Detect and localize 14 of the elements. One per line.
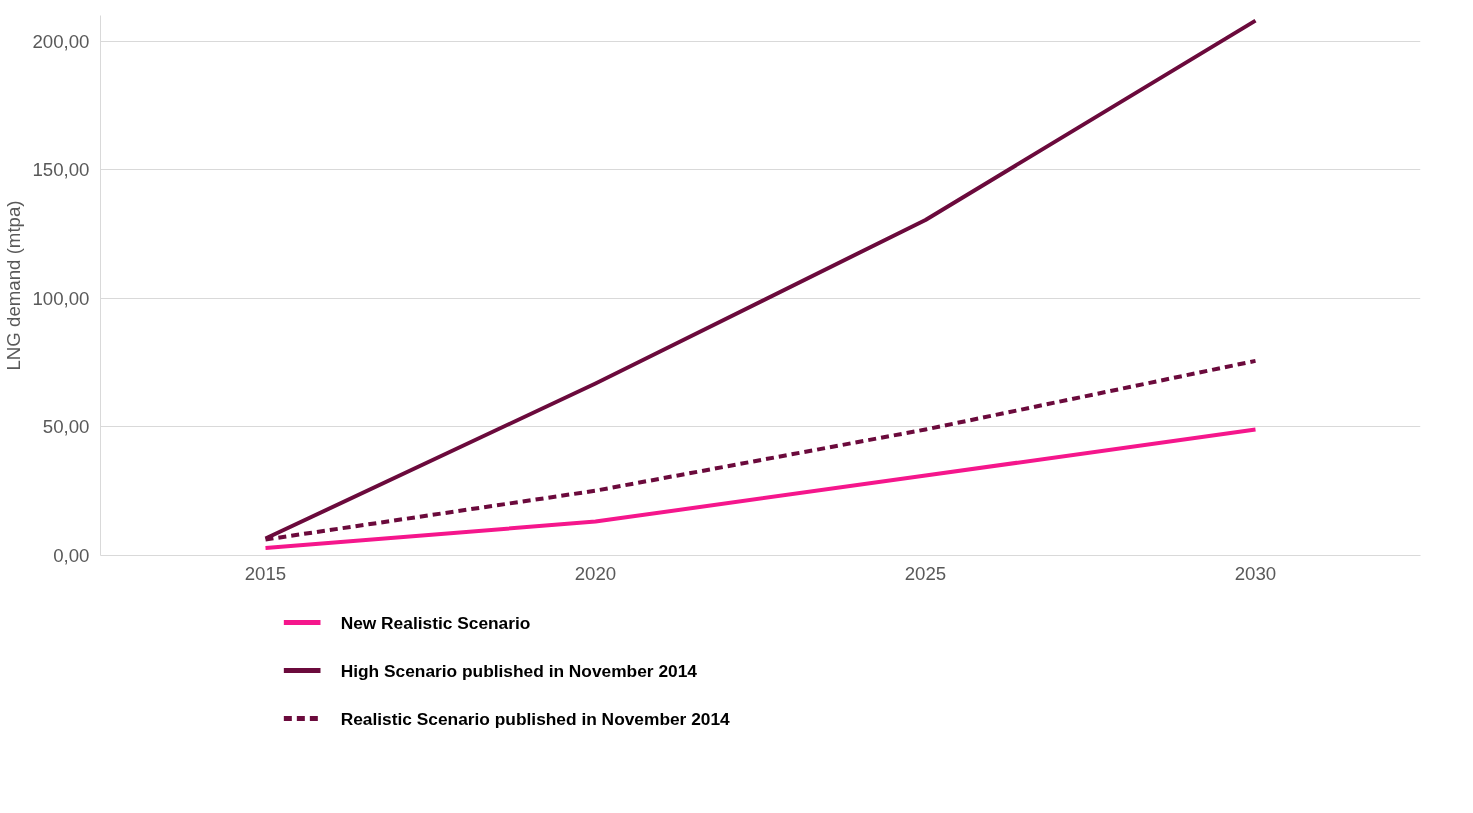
legend-label: Realistic Scenario published in November 2014 bbox=[340, 708, 731, 729]
y-tick-label: 150,00 bbox=[32, 159, 90, 181]
y-tick-label: 100,00 bbox=[32, 287, 90, 309]
line-series bbox=[263, 427, 1258, 551]
x-tick-label: 2015 bbox=[244, 562, 287, 584]
x-tick-label: 2020 bbox=[574, 562, 617, 584]
y-tick-label: 200,00 bbox=[32, 30, 90, 52]
x-tick-label: 2030 bbox=[1234, 562, 1277, 584]
y-tick-label: 0,00 bbox=[53, 545, 90, 566]
y-tick-label: 50,00 bbox=[42, 416, 90, 438]
y-axis-title: LNG demand (mtpa) bbox=[3, 200, 25, 371]
x-tick-label: 2025 bbox=[904, 562, 947, 584]
legend-label: High Scenario published in November 2014 bbox=[340, 660, 698, 681]
legend-label: New Realistic Scenario bbox=[340, 612, 531, 633]
